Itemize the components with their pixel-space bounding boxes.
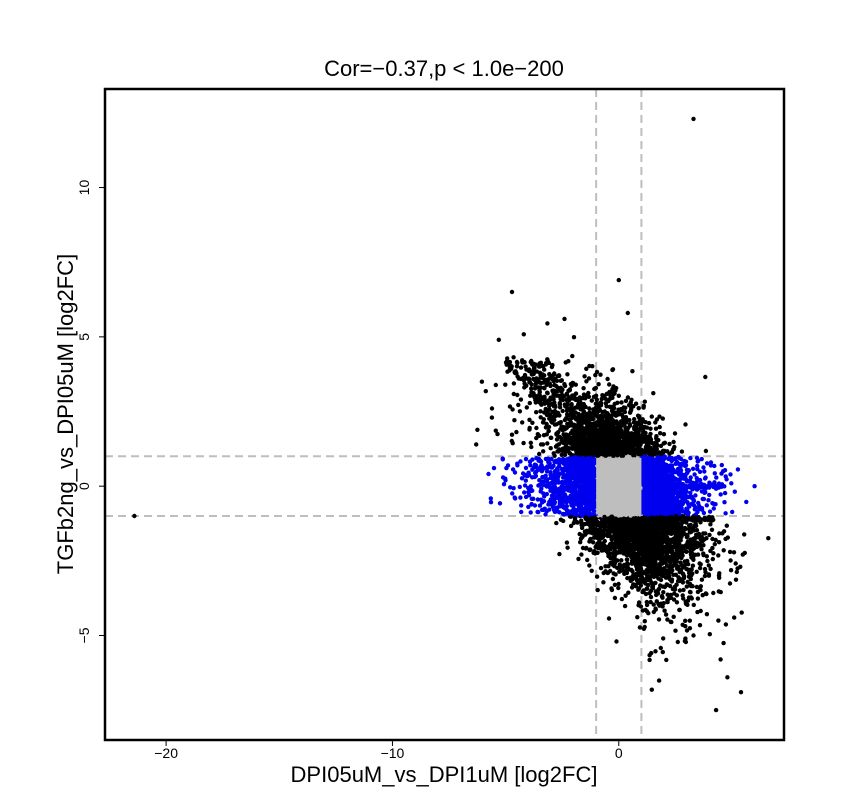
data-point [596,382,601,387]
data-point [609,537,614,542]
data-point [564,540,570,545]
data-point [580,545,586,551]
data-point [579,525,585,531]
data-point [648,426,653,431]
data-point [661,432,667,437]
data-point [646,420,652,426]
data-point [631,539,636,544]
data-point [611,571,616,576]
data-point [570,428,575,433]
data-point [587,563,592,568]
data-point [584,379,589,384]
data-point [630,369,635,374]
data-point [588,526,593,532]
data-point [677,607,682,613]
data-point [619,558,624,563]
data-point [623,593,628,598]
data-point [612,556,617,561]
data-point [637,414,642,419]
data-point [581,386,586,391]
data-point [627,442,632,447]
data-point [599,542,604,548]
data-point [587,406,592,411]
data-point [610,576,616,582]
data-point [627,422,632,427]
data-point [568,523,574,529]
data-point [651,391,656,396]
data-point [654,446,659,452]
data-point [595,587,600,593]
data-point [616,581,621,587]
data-point [559,452,564,457]
data-point [610,367,616,372]
data-point [639,438,644,444]
data-point [616,393,621,398]
data-point [612,410,618,415]
data-point [599,414,604,420]
data-point [691,602,696,608]
data-point [640,417,645,422]
data-point [594,397,599,402]
data-point [604,404,609,409]
data-point [587,547,593,552]
data-point [709,527,715,532]
data-point [625,395,631,400]
data-point [613,421,618,426]
data-point [619,400,624,405]
data-point [651,451,656,457]
data-point [548,435,553,440]
data-point [611,549,617,555]
data-point [643,420,648,425]
data-point [654,436,659,441]
data-point [660,416,665,421]
data-point [591,410,596,415]
data-point [589,398,594,403]
data-point [610,560,616,565]
data-point [679,449,685,454]
threshold-lines [105,89,784,740]
data-point [622,571,627,576]
data-point [667,441,672,447]
data-point [690,563,696,568]
data-point [599,396,604,402]
data-point [607,396,613,402]
plot-area [105,89,784,740]
data-point [583,521,588,527]
data-points [132,116,771,713]
data-point [593,393,599,398]
data-point [594,574,600,579]
data-point [571,335,577,340]
data-point [727,581,733,586]
data-point [602,538,607,544]
data-point [641,403,646,409]
data-point [599,548,604,553]
data-point [616,585,621,591]
data-point [622,409,628,415]
data-point [602,393,607,399]
data-point [628,408,633,413]
data-point [562,452,568,457]
data-point [623,398,629,404]
data-point [661,449,666,454]
data-point [647,591,652,596]
data-point [607,382,612,387]
chart-title: Cor=−0.37,p < 1.0e−200 [324,56,564,81]
data-point [626,590,631,595]
data-point [632,417,637,422]
data-point [589,568,594,573]
data-point [625,575,630,581]
data-point [565,545,570,550]
data-point [622,603,628,609]
data-point [628,578,633,583]
data-point [642,399,647,404]
data-point [584,366,589,371]
data-point [623,420,629,425]
data-point [649,414,654,419]
data-point [612,595,618,601]
data-point [584,545,589,551]
data-point [615,565,620,570]
data-point [606,616,612,621]
